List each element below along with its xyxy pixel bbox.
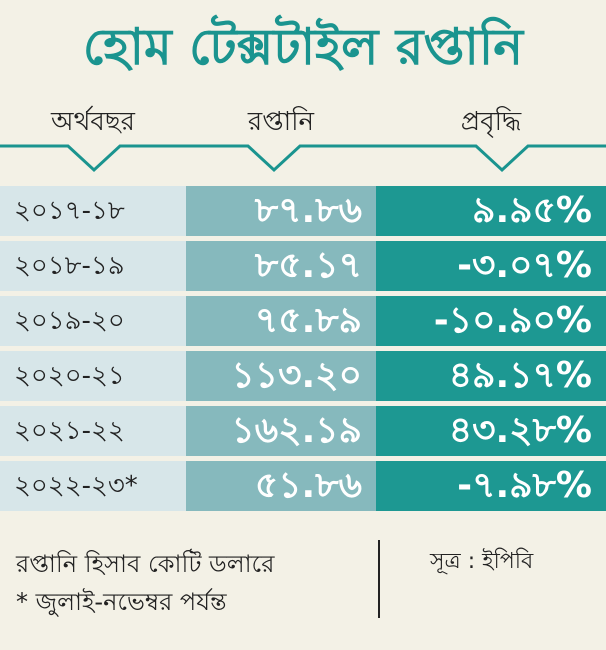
export-cell: ৮৫.১৭ [186, 241, 376, 291]
year-cell: ২০১৯-২০ [0, 296, 186, 346]
export-cell: ১৬২.১৯ [186, 406, 376, 456]
table-row: ২০২১-২২ ১৬২.১৯ ৪৩.২৮% [0, 406, 606, 456]
growth-cell: -৩.০৭% [376, 241, 606, 291]
year-cell: ২০২১-২২ [0, 406, 186, 456]
growth-cell: ৯.৯৫% [376, 186, 606, 236]
growth-cell: -৭.৯৮% [376, 461, 606, 511]
period-note: * জুলাই-নভেম্বর পর্যন্ত [16, 588, 227, 616]
column-header-growth: প্রবৃদ্ধি [460, 107, 522, 137]
column-header-year: অর্থবছর [51, 107, 135, 137]
table-row: ২০২০-২১ ১১৩.২০ ৪৯.১৭% [0, 351, 606, 401]
table-row: ২০১৭-১৮ ৮৭.৮৬ ৯.৯৫% [0, 186, 606, 236]
page-title: হোম টেক্সটাইল রপ্তানি [82, 18, 524, 76]
year-cell: ২০২০-২১ [0, 351, 186, 401]
growth-cell: ৪৩.২৮% [376, 406, 606, 456]
export-cell: ৭৫.৮৯ [186, 296, 376, 346]
unit-note: রপ্তানি হিসাব কোটি ডলারে [16, 550, 275, 578]
table-row: ২০১৯-২০ ৭৫.৮৯ -১০.৯০% [0, 296, 606, 346]
export-cell: ৮৭.৮৬ [186, 186, 376, 236]
growth-cell: ৪৯.১৭% [376, 351, 606, 401]
growth-cell: -১০.৯০% [376, 296, 606, 346]
year-cell: ২০১৮-১৯ [0, 241, 186, 291]
year-cell: ২০২২-২৩* [0, 461, 186, 511]
year-cell: ২০১৭-১৮ [0, 186, 186, 236]
table-row: ২০২২-২৩* ৫১.৮৬ -৭.৯৮% [0, 461, 606, 511]
export-cell: ৫১.৮৬ [186, 461, 376, 511]
export-cell: ১১৩.২০ [186, 351, 376, 401]
footer-divider [378, 540, 380, 618]
header-divider-line [0, 144, 606, 173]
column-header-export: রপ্তানি [247, 107, 315, 137]
source-note: সূত্র : ইপিবি [430, 549, 534, 574]
table-row: ২০১৮-১৯ ৮৫.১৭ -৩.০৭% [0, 241, 606, 291]
